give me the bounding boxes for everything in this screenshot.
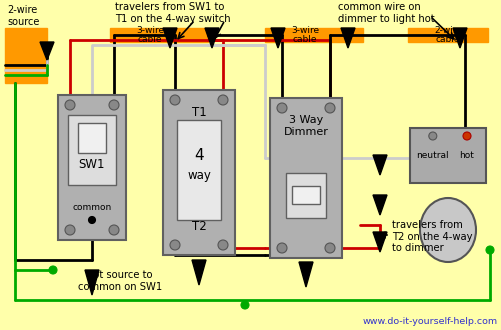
Circle shape [88, 216, 95, 223]
Polygon shape [85, 270, 99, 295]
Bar [409, 128, 485, 183]
Circle shape [65, 100, 75, 110]
Text: common wire on
dimmer to light hot: common wire on dimmer to light hot [337, 2, 434, 24]
Circle shape [324, 103, 334, 113]
Text: neutral: neutral [416, 150, 448, 159]
Text: travelers from SW1 to
T1 on the 4-way switch: travelers from SW1 to T1 on the 4-way sw… [115, 2, 230, 24]
Text: common: common [72, 204, 111, 213]
Polygon shape [191, 260, 205, 285]
Bar [292, 186, 319, 204]
Polygon shape [372, 155, 386, 175]
Circle shape [170, 95, 180, 105]
Polygon shape [372, 232, 386, 252]
Text: 3-wire
cable: 3-wire cable [291, 26, 319, 44]
Text: 4: 4 [194, 148, 203, 162]
Circle shape [462, 132, 470, 140]
Circle shape [428, 132, 436, 140]
Polygon shape [340, 28, 354, 48]
Text: 3-wire
cable: 3-wire cable [136, 26, 164, 44]
Polygon shape [372, 195, 386, 215]
Polygon shape [452, 28, 466, 48]
Bar [110, 28, 207, 42]
Text: hot: hot [458, 150, 473, 159]
Bar [286, 173, 325, 218]
Bar [58, 95, 126, 240]
Polygon shape [271, 28, 285, 48]
Polygon shape [299, 262, 313, 287]
Text: www.do-it-yourself-help.com: www.do-it-yourself-help.com [362, 317, 497, 326]
Polygon shape [204, 28, 218, 48]
Bar [78, 123, 106, 153]
Bar [270, 98, 341, 258]
Circle shape [109, 100, 119, 110]
Ellipse shape [419, 198, 475, 262]
Circle shape [170, 240, 180, 250]
Circle shape [65, 225, 75, 235]
Circle shape [217, 95, 227, 105]
Text: SW1: SW1 [79, 158, 105, 172]
Text: T2: T2 [191, 220, 206, 234]
Bar [177, 120, 220, 220]
Bar [407, 28, 487, 42]
Circle shape [277, 243, 287, 253]
Bar [5, 28, 47, 83]
Text: hot source to
common on SW1: hot source to common on SW1 [78, 270, 162, 292]
Polygon shape [40, 42, 54, 60]
Circle shape [277, 103, 287, 113]
Bar [163, 90, 234, 255]
Bar [68, 115, 116, 185]
Circle shape [217, 240, 227, 250]
Text: 3 Way
Dimmer: 3 Way Dimmer [283, 115, 328, 137]
Text: 2-wire
source: 2-wire source [7, 5, 39, 27]
Circle shape [240, 301, 248, 309]
Circle shape [109, 225, 119, 235]
Text: travelers from
T2 on the 4-way
to dimmer: travelers from T2 on the 4-way to dimmer [391, 220, 471, 253]
Circle shape [485, 246, 493, 254]
Bar [265, 28, 362, 42]
Circle shape [324, 243, 334, 253]
Text: 2-wire
cable: 2-wire cable [433, 26, 461, 44]
Circle shape [49, 266, 57, 274]
Polygon shape [163, 28, 177, 48]
Text: way: way [187, 169, 210, 182]
Text: T1: T1 [191, 106, 206, 118]
